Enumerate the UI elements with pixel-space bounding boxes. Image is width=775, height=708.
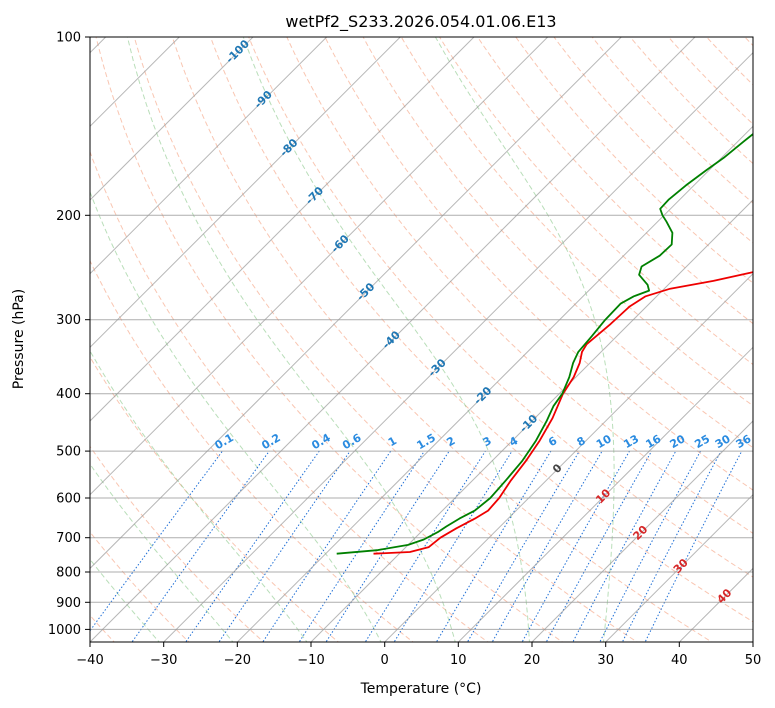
chart-title: wetPf2_S233.2026.054.01.06.E13 [285, 12, 556, 32]
isotherm-line [90, 37, 181, 128]
isotherm-line [90, 37, 549, 496]
dry-adiabat [90, 445, 265, 642]
isotherm-line [531, 420, 753, 642]
dry-adiabat [286, 37, 753, 534]
isotherm-line [236, 125, 753, 642]
grid-lines [90, 37, 753, 642]
x-tick-label: 10 [450, 653, 467, 668]
x-tick-label: 0 [381, 653, 389, 668]
dry-adiabat [248, 37, 753, 578]
mixing-ratio-label: 36 [734, 432, 754, 451]
y-tick-label: 400 [56, 387, 81, 402]
y-tick-label: 600 [56, 492, 81, 507]
temperature-profile-line [373, 271, 753, 555]
x-tick-label: 50 [745, 653, 762, 668]
isotherm-line [383, 272, 753, 642]
x-tick-label: −30 [150, 653, 177, 668]
y-axis-label: Pressure (hPa) [11, 289, 27, 389]
profile-lines [336, 132, 753, 555]
mixing-ratio-line [491, 450, 603, 642]
isotherm-line [90, 37, 475, 422]
isotherm-line [90, 37, 328, 275]
mixing-ratio-line [466, 450, 580, 642]
y-tick-label: 1000 [48, 623, 81, 638]
dry-adiabat [591, 37, 753, 204]
mixing-ratio-line [621, 450, 722, 642]
mixing-ratio-line [90, 450, 223, 632]
dry-adiabat [209, 37, 753, 623]
y-tick-label: 500 [56, 445, 81, 460]
dry-adiabat [95, 37, 564, 642]
dry-adiabat [515, 37, 753, 284]
mixing-ratio-line [644, 450, 743, 642]
axes: −40 −30 −20 −10 0 10 20 30 40 50 1000 900 800 700 600 5… [48, 31, 761, 669]
x-tick-label: −40 [76, 653, 103, 668]
dry-adiabat [90, 531, 190, 642]
y-tick-label: 800 [56, 566, 81, 581]
mixing-ratio-line [262, 450, 392, 642]
x-tick-label: −20 [224, 653, 251, 668]
moist-adiabat [90, 463, 234, 642]
dry-adiabat [90, 259, 414, 642]
mixing-ratio-line [364, 450, 486, 642]
dewpoint-profile-line [336, 132, 753, 555]
dry-adiabat [400, 37, 753, 407]
isotherm-line [604, 493, 753, 642]
y-tick-label: 900 [56, 596, 81, 611]
mixing-ratio-line [435, 450, 552, 642]
x-axis-label: Temperature (°C) [360, 681, 482, 697]
x-tick-label: 20 [524, 653, 541, 668]
isotherm-line [90, 37, 254, 201]
mixing-ratio-line [185, 450, 320, 642]
x-tick-label: 40 [671, 653, 688, 668]
dry-adiabat [90, 150, 489, 642]
dry-adiabat [438, 37, 753, 366]
mixing-ratio-line [131, 450, 270, 642]
dry-adiabat [133, 37, 638, 642]
x-tick-label: −10 [297, 653, 324, 668]
mixing-ratio-line [218, 450, 351, 642]
isotherm-line [457, 346, 753, 642]
mixing-ratio-line [599, 450, 701, 642]
y-tick-label: 700 [56, 531, 81, 546]
x-tick-label: 30 [597, 653, 614, 668]
y-tick-label: 200 [56, 209, 81, 224]
mixing-ratio-line [393, 450, 513, 642]
isotherm-line [310, 199, 753, 642]
isotherm-line [90, 37, 402, 349]
isotherm-line [162, 51, 753, 642]
y-tick-label: 100 [56, 31, 81, 46]
plot-frame [89, 36, 754, 643]
isotherm-line [90, 37, 623, 570]
isotherm-line [90, 37, 696, 642]
mixing-ratio-line [572, 450, 677, 642]
y-tick-label: 300 [56, 313, 81, 328]
